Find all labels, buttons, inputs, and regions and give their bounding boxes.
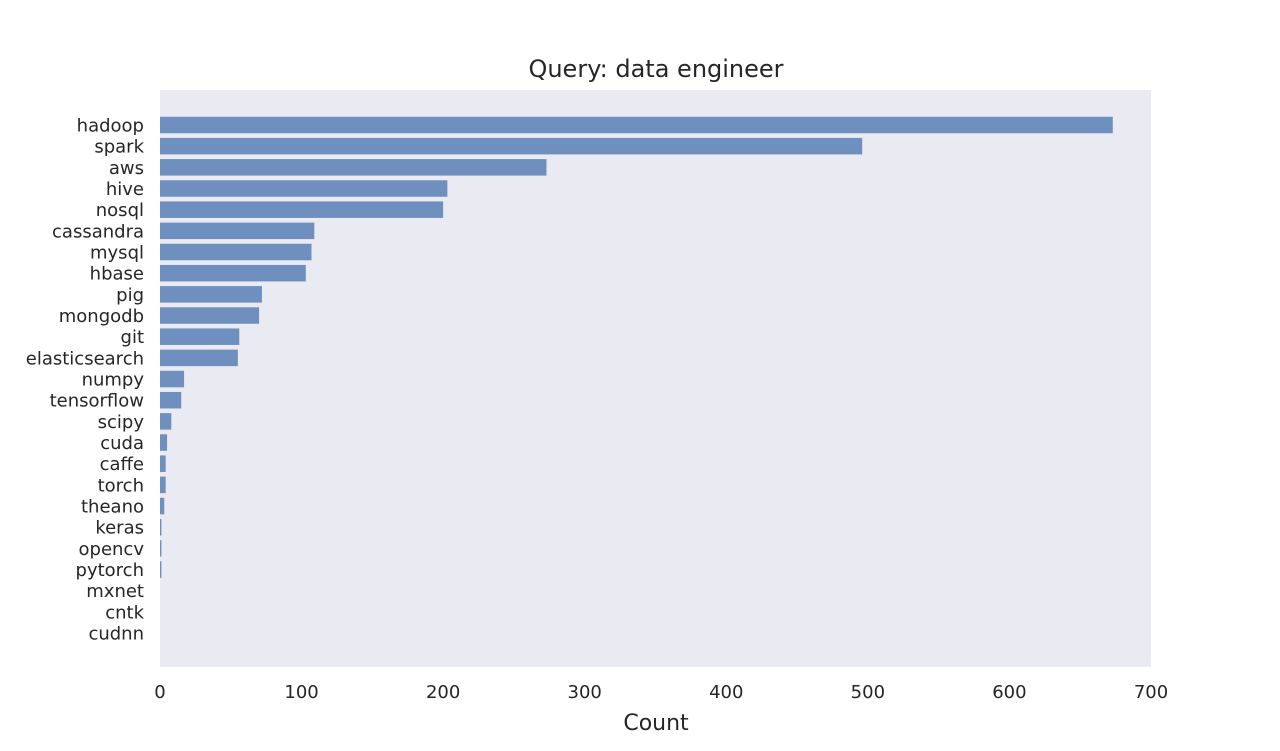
bar-theano: [160, 497, 165, 515]
chart-title: Query: data engineer: [528, 55, 783, 83]
bar-aws: [160, 159, 547, 176]
x-tick-0: 0: [154, 682, 165, 703]
category-label-mongodb: mongodb: [59, 306, 144, 327]
category-label-hive: hive: [106, 179, 144, 200]
x-tick-200: 200: [426, 682, 460, 703]
category-label-cuda: cuda: [100, 433, 144, 454]
category-label-elasticsearch: elasticsearch: [26, 348, 144, 369]
bar-git: [160, 328, 240, 345]
category-label-cntk: cntk: [105, 602, 144, 623]
category-labels: hadoopsparkawshivenosqlcassandramysqlhba…: [26, 116, 145, 645]
bar-hadoop: [160, 116, 1113, 134]
bar-cuda: [160, 434, 168, 451]
bar-nosql: [160, 201, 444, 218]
bar-numpy: [160, 370, 185, 388]
category-label-torch: torch: [98, 475, 144, 496]
category-label-nosql: nosql: [96, 200, 144, 221]
bar-mongodb: [160, 307, 260, 324]
bar-mysql: [160, 243, 312, 261]
x-tick-100: 100: [284, 682, 318, 703]
category-label-mysql: mysql: [90, 243, 144, 264]
plot-area: [160, 90, 1151, 667]
x-tick-700: 700: [1134, 682, 1168, 703]
bar-scipy: [160, 413, 172, 430]
x-tick-labels: 0 100 200 300 400 500 600 700: [154, 682, 1168, 703]
category-label-git: git: [121, 327, 144, 348]
category-label-cudnn: cudnn: [88, 624, 144, 645]
bar-keras: [160, 518, 162, 536]
category-label-hadoop: hadoop: [77, 116, 144, 137]
category-label-pytorch: pytorch: [76, 560, 144, 581]
bars-group: [160, 116, 1113, 578]
bar-caffe: [160, 455, 166, 472]
x-axis-label: Count: [623, 711, 689, 736]
category-label-mxnet: mxnet: [86, 581, 144, 602]
category-label-opencv: opencv: [79, 539, 145, 560]
bar-hive: [160, 180, 448, 197]
category-label-pig: pig: [116, 285, 144, 306]
category-label-keras: keras: [95, 518, 144, 539]
bar-opencv: [160, 540, 162, 557]
category-label-scipy: scipy: [98, 412, 145, 433]
bar-spark: [160, 137, 863, 155]
category-label-tensorflow: tensorflow: [50, 391, 144, 412]
category-label-hbase: hbase: [90, 264, 144, 285]
x-tick-300: 300: [568, 682, 602, 703]
category-label-theano: theano: [81, 497, 144, 518]
x-tick-500: 500: [851, 682, 885, 703]
category-label-spark: spark: [94, 137, 144, 158]
bar-pig: [160, 286, 262, 303]
category-label-cassandra: cassandra: [52, 221, 144, 242]
category-label-aws: aws: [109, 158, 144, 179]
bar-tensorflow: [160, 391, 182, 409]
bar-elasticsearch: [160, 349, 238, 367]
category-label-numpy: numpy: [82, 370, 145, 391]
bar-hbase: [160, 264, 306, 282]
bar-pytorch: [160, 561, 162, 578]
bar-cassandra: [160, 222, 315, 240]
x-tick-600: 600: [992, 682, 1026, 703]
bar-torch: [160, 476, 166, 494]
x-tick-400: 400: [709, 682, 743, 703]
category-label-caffe: caffe: [100, 454, 144, 475]
